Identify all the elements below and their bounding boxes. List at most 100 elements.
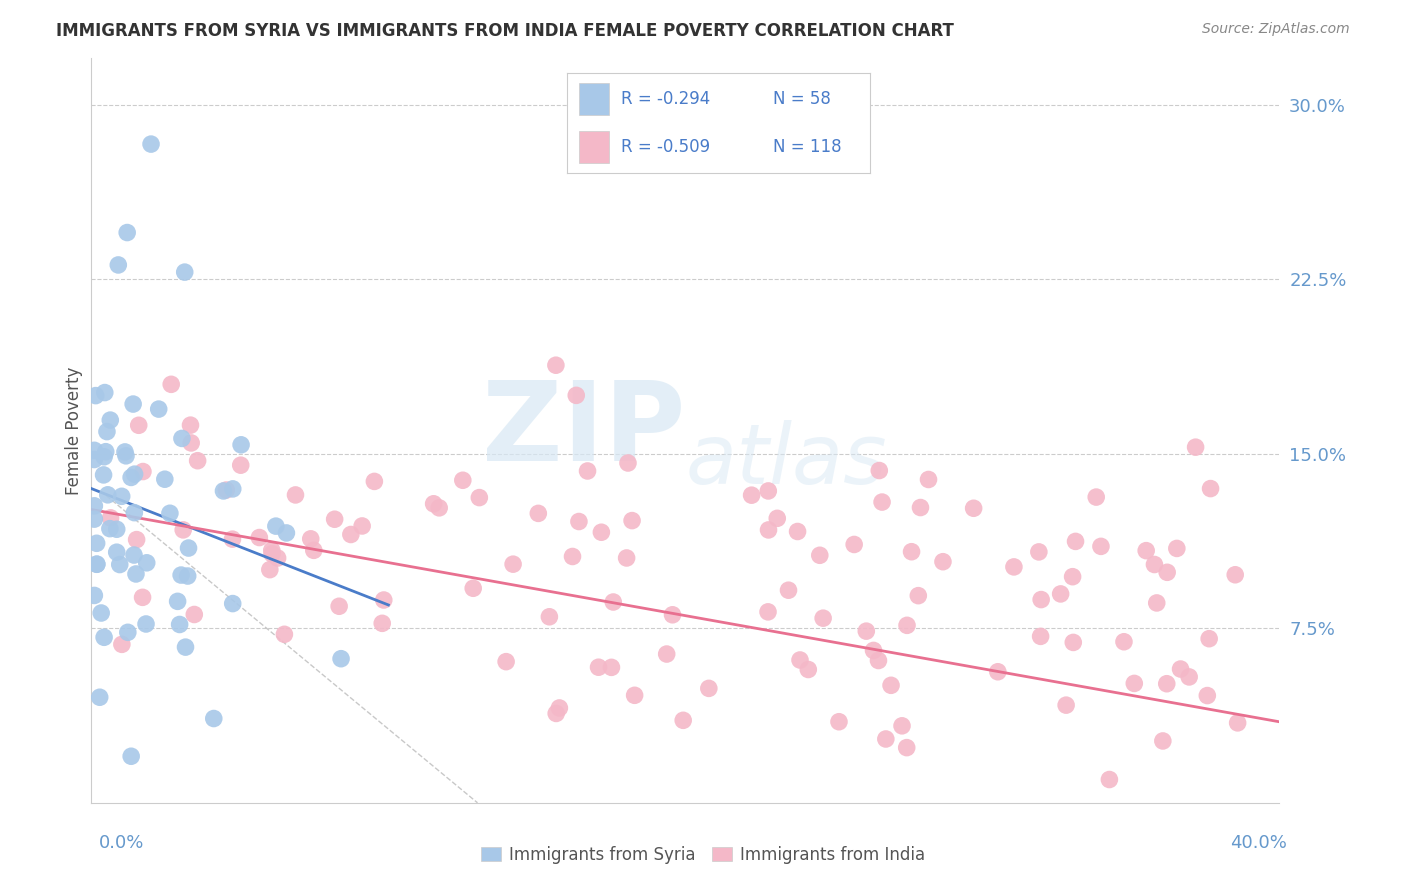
Point [89,690,111,705]
Point [100,511,122,525]
Point [862,643,884,657]
Point [96,425,118,439]
Point [468,491,491,505]
Point [222,482,245,496]
Point [266,551,288,566]
Point [340,527,363,541]
Point [427,500,450,515]
Point [616,551,638,566]
Point [94,444,117,458]
Point [120,470,142,484]
Point [1098,772,1121,787]
Y-axis label: Female Poverty: Female Poverty [65,367,83,494]
Point [758,523,780,537]
Point [176,569,198,583]
Point [896,740,918,755]
Point [229,458,252,473]
Point [1049,587,1071,601]
Point [299,532,322,546]
Point [623,688,645,702]
Point [131,591,153,605]
Point [1170,662,1192,676]
Point [93,630,115,644]
Point [1156,677,1178,691]
Point [108,558,131,572]
Point [170,432,193,446]
Point [756,483,779,498]
Point [568,515,591,529]
Point [222,597,245,611]
Point [786,524,808,539]
Point [1152,734,1174,748]
Point [139,137,162,152]
Point [86,558,108,572]
Point [1064,534,1087,549]
Point [1002,560,1025,574]
Point [115,226,138,240]
Point [187,453,209,467]
Point [588,660,610,674]
Point [111,489,134,503]
Point [159,506,181,520]
Point [180,436,202,450]
Point [880,678,903,692]
Point [1184,440,1206,454]
Point [855,624,877,639]
Point [672,714,695,728]
Point [891,719,914,733]
Point [962,501,984,516]
Point [600,660,623,674]
Point [1062,635,1084,649]
Point [422,497,444,511]
Point [451,473,474,487]
Point [766,511,789,525]
Point [124,467,146,482]
Point [1226,715,1249,730]
Point [105,545,128,559]
Point [93,450,115,464]
Point [122,397,145,411]
Point [1085,490,1108,504]
Point [778,583,800,598]
Point [84,389,107,403]
Point [202,712,225,726]
Point [259,563,281,577]
Point [527,507,550,521]
Text: 0.0%: 0.0% [98,834,143,852]
Point [135,556,157,570]
Point [1135,543,1157,558]
Point [1028,545,1050,559]
Point [97,488,120,502]
Point [86,557,108,571]
Point [169,617,191,632]
Point [868,653,890,667]
Point [177,541,200,555]
Point [661,607,683,622]
Point [128,418,150,433]
Point [1143,558,1166,572]
Point [148,402,170,417]
Point [900,545,922,559]
Point [98,413,121,427]
Point [83,512,105,526]
Point [264,519,287,533]
Point [1156,566,1178,580]
Point [173,265,195,279]
Point [1031,592,1053,607]
Point [284,488,307,502]
Point [932,555,955,569]
Point [174,640,197,654]
Point [330,651,353,665]
Point [135,617,157,632]
Point [83,443,105,458]
Point [910,500,932,515]
Point [86,536,108,550]
Point [544,358,567,372]
Point [323,512,346,526]
Point [90,606,112,620]
Point [124,506,146,520]
Point [122,548,145,562]
Point [808,549,831,563]
Point [844,537,866,551]
Point [115,449,138,463]
